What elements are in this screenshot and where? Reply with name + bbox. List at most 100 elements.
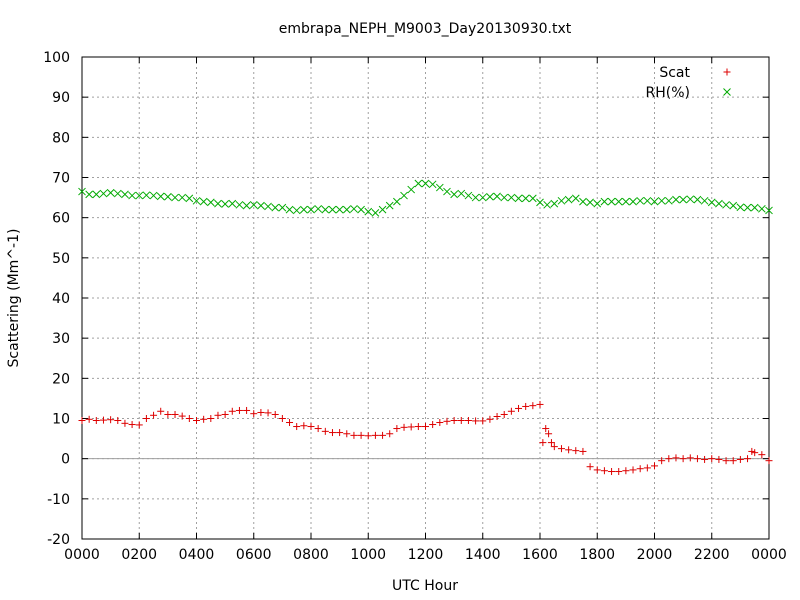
data-point [479,417,487,425]
y-axis-label: Scattering (Mm^-1) [6,229,22,368]
data-point [164,410,172,418]
data-point [128,421,136,429]
data-point [586,198,594,207]
y-tick-label: 30 [52,331,70,347]
x-tick-label: 1200 [408,547,444,563]
x-tick-label: 0600 [236,547,272,563]
data-point [407,423,415,431]
data-point [565,446,573,454]
data-point [192,196,201,205]
legend-marker-scat [723,68,731,76]
data-point [99,416,107,424]
data-point [271,203,280,212]
legend-marker-rh [723,88,731,96]
data-point [221,410,229,418]
data-point [193,417,200,425]
data-point [299,205,308,214]
data-point [271,410,279,418]
data-point [235,200,244,209]
data-point [335,205,344,214]
data-point [114,417,122,425]
data-point [614,197,623,206]
x-tick-label: 0000 [64,547,100,563]
legend: Scat RH(%) [646,65,731,101]
data-point [207,415,215,422]
data-point [257,201,265,210]
data-point [529,402,537,410]
legend-label-scat: Scat [659,65,690,81]
y-tick-label: -10 [47,492,70,508]
data-point [736,203,745,212]
data-point [429,421,437,429]
data-point [228,199,237,208]
data-point [715,455,723,463]
data-point [701,455,709,463]
x-tick-label: 1600 [522,547,558,563]
data-point [92,190,101,199]
data-point [472,417,480,425]
y-tick-label: 40 [52,291,70,307]
data-point [750,203,759,212]
data-point [729,457,737,465]
data-point [443,187,451,196]
data-point [142,415,150,422]
data-point [250,410,258,418]
data-point [557,196,566,205]
data-point [622,467,630,475]
data-point [106,188,115,197]
y-tick-label: 80 [52,130,70,146]
data-point [414,423,422,431]
data-point [643,464,651,472]
data-point [607,197,616,206]
data-point [292,206,301,215]
data-point [457,189,466,198]
data-point [321,427,329,435]
data-point [85,190,94,199]
data-point [464,417,472,425]
data-point [393,425,401,433]
data-point [672,454,680,462]
data-point [643,196,652,205]
data-point [278,415,286,422]
axis-ticks: 0000 0200 0400 0600 0800 1000 1200 1400 1600 1800… [43,50,787,563]
legend-symbol [723,68,731,76]
data-point [765,457,773,465]
data-point [629,466,637,474]
data-point [164,192,172,201]
data-point [357,431,365,439]
data-point [686,195,695,204]
data-point [321,205,330,214]
data-point [500,193,509,202]
data-point [371,431,379,439]
data-point [507,193,516,202]
data-point [400,191,408,200]
data-point [357,205,365,214]
x-tick-label: 0200 [121,547,157,563]
data-point [364,432,372,440]
data-point [708,455,716,463]
data-point [400,423,408,431]
data-point [178,412,186,420]
data-point [328,205,337,214]
data-point [113,189,122,198]
data-point [264,409,272,417]
data-point [686,454,694,462]
data-point [149,191,158,200]
data-point [107,416,115,424]
data-point [593,199,602,208]
series-scat [78,400,773,476]
data-point [286,419,294,427]
x-tick-label: 2200 [694,547,730,563]
data-point [557,445,565,453]
data-point [156,192,165,201]
data-point [722,200,730,209]
data-point [350,431,358,439]
data-point [522,402,530,410]
data-point [550,199,559,208]
x-tick-label: 1800 [579,547,615,563]
grid-lines [82,57,769,539]
data-point [657,196,666,205]
data-point [715,199,723,208]
y-tick-label: 0 [61,452,70,468]
data-point [547,439,555,447]
